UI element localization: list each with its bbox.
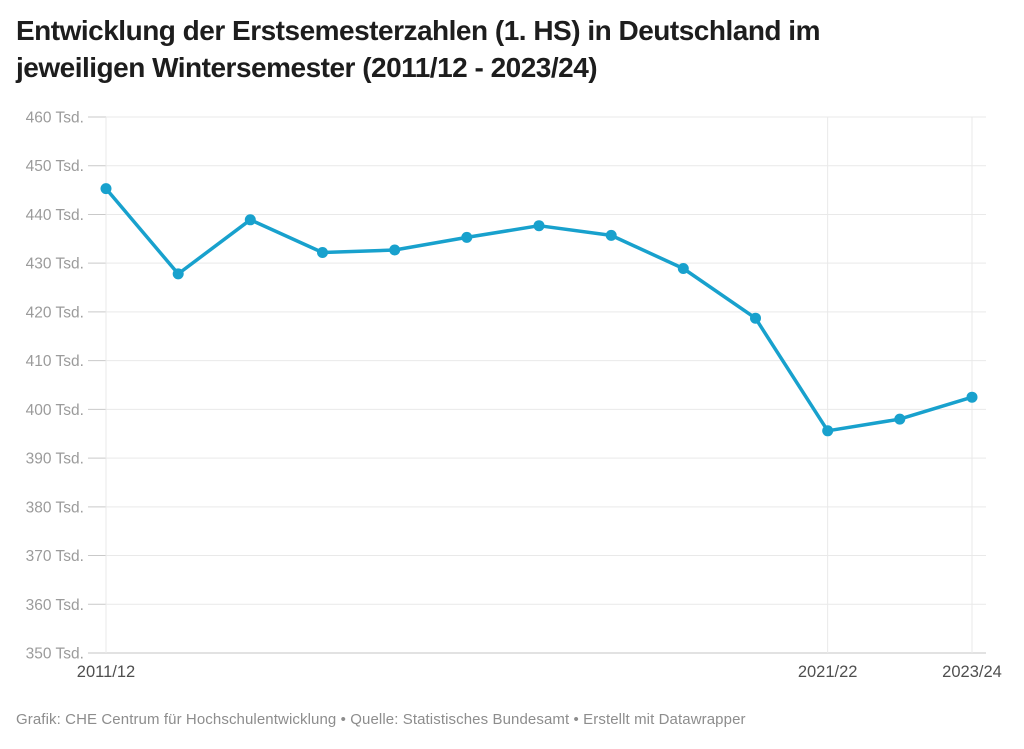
y-axis-label: 360 Tsd.: [26, 597, 84, 614]
data-point[interactable]: [461, 231, 473, 243]
data-point[interactable]: [100, 183, 112, 195]
data-point[interactable]: [533, 220, 545, 232]
y-axis-label: 450 Tsd.: [26, 158, 84, 175]
y-axis-label: 420 Tsd.: [26, 304, 84, 321]
y-axis-label: 440 Tsd.: [26, 207, 84, 224]
data-point[interactable]: [677, 263, 689, 274]
x-axis-label: 2011/12: [77, 663, 135, 681]
y-axis-label: 430 Tsd.: [26, 256, 84, 273]
data-point[interactable]: [172, 268, 184, 280]
x-axis-label: 2021/22: [798, 663, 858, 681]
y-axis-label: 380 Tsd.: [26, 499, 84, 516]
data-point[interactable]: [244, 214, 256, 226]
x-axis-label: 2023/24: [942, 663, 1002, 681]
y-axis-label: 460 Tsd.: [26, 110, 84, 127]
footer-credit: Grafik: CHE Centrum für Hochschulentwick…: [16, 711, 746, 728]
data-point[interactable]: [966, 391, 978, 403]
data-point[interactable]: [750, 312, 761, 324]
data-point[interactable]: [605, 229, 617, 241]
y-axis-label: 390 Tsd.: [26, 451, 84, 468]
y-axis-label: 370 Tsd.: [26, 548, 84, 565]
y-axis-label: 400 Tsd.: [26, 402, 84, 419]
data-point[interactable]: [389, 244, 401, 256]
page-title-line2: jeweiligen Wintersemester (2011/12 - 202…: [16, 52, 598, 83]
data-point[interactable]: [822, 425, 834, 437]
y-axis-label: 350 Tsd.: [26, 646, 84, 663]
data-point[interactable]: [317, 247, 328, 258]
page-title-line1: Entwicklung der Erstsemesterzahlen (1. H…: [16, 15, 820, 46]
page-title: Entwicklung der Erstsemesterzahlen (1. H…: [16, 12, 1006, 86]
y-axis-label: 410 Tsd.: [26, 353, 84, 370]
data-point[interactable]: [894, 413, 906, 425]
